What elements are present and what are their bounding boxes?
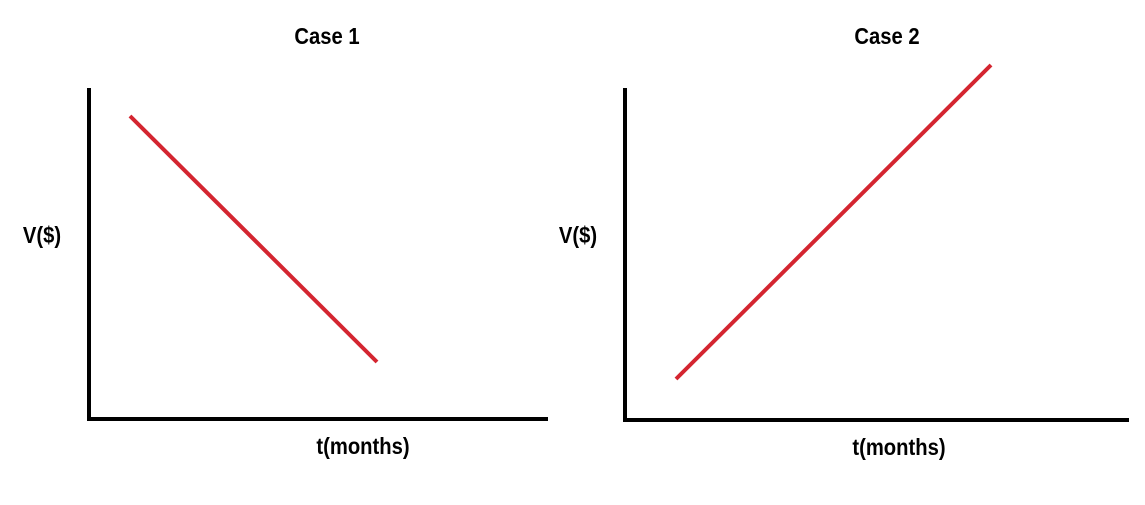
panel-title: Case 2: [854, 23, 919, 50]
trend-line: [674, 63, 993, 381]
panel: Case 1 V($) t(months): [23, 23, 548, 460]
x-axis-label: t(months): [852, 434, 945, 461]
y-axis-label: V($): [23, 222, 61, 249]
panel: Case 2 V($) t(months): [559, 23, 1129, 461]
trend-line: [128, 114, 379, 364]
x-axis-label: t(months): [316, 433, 409, 460]
y-axis-label: V($): [559, 222, 597, 249]
panel-title: Case 1: [294, 23, 359, 50]
